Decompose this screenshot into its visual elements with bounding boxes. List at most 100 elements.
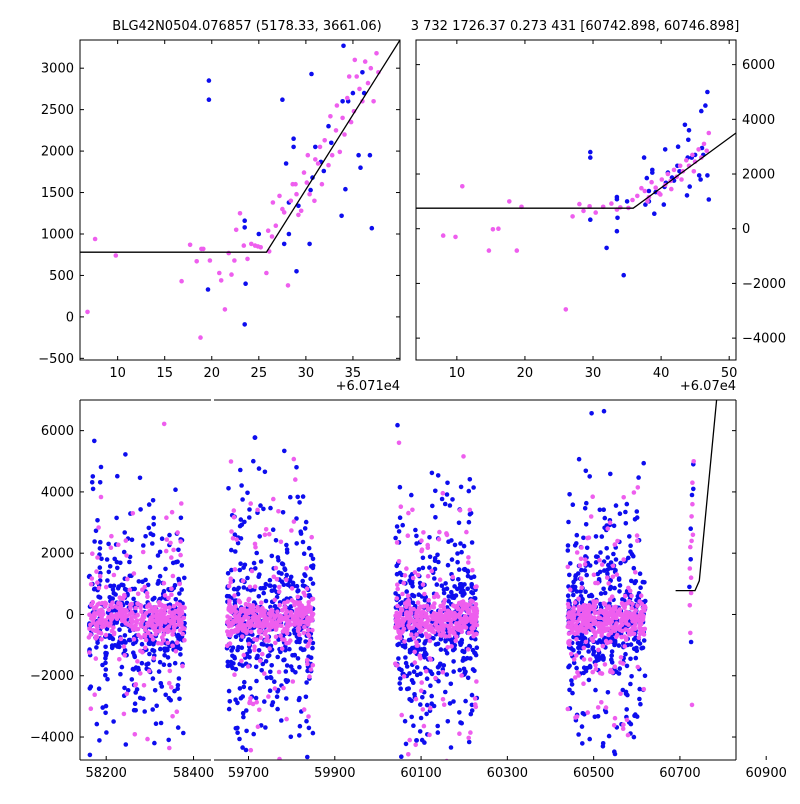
bottom-pink-point xyxy=(88,706,94,711)
bottom-blue-point xyxy=(432,576,437,581)
top-left-pink-point xyxy=(337,149,343,155)
bottom-pink-point xyxy=(404,566,409,571)
top-left-blue-point xyxy=(294,269,299,274)
bottom-blue-point xyxy=(123,742,129,747)
bottom-pink-point xyxy=(419,680,425,685)
bottom-blue-point xyxy=(257,534,263,539)
bottom-blue-point xyxy=(92,539,97,544)
bottom-pink-point xyxy=(428,705,433,711)
bottom-pink-point xyxy=(252,644,257,649)
bottom-pink-point xyxy=(591,620,597,625)
top-right-pink-point xyxy=(639,185,644,191)
bottom-blue-point xyxy=(629,578,634,584)
top-left-pink-point xyxy=(255,244,261,249)
top-right-blue-point xyxy=(706,197,712,202)
bottom-blue-point xyxy=(631,553,636,559)
bottom-blue-point xyxy=(471,485,476,490)
bottom-blue-point xyxy=(601,586,606,592)
bottom-pink-point xyxy=(99,614,105,619)
bottom-pink-point xyxy=(306,633,312,639)
bottom-pink-point xyxy=(154,608,160,614)
bottom-pink-point xyxy=(420,627,425,632)
bottom-pink-point xyxy=(281,685,286,691)
bottom-pink-point xyxy=(145,594,150,599)
bottom-pink-point xyxy=(293,616,299,621)
bottom-pink-point xyxy=(635,664,641,670)
bottom-blue-point xyxy=(297,664,302,670)
bottom-blue-point xyxy=(154,703,159,709)
bottom-blue-point xyxy=(275,555,281,560)
bottom-pink-point xyxy=(473,702,478,707)
top-right-blue-point xyxy=(615,215,620,221)
top-left-ytick-label: 1000 xyxy=(41,227,74,242)
bottom-pink-point xyxy=(138,671,143,676)
bottom-pink-point xyxy=(395,624,400,629)
bottom-blue-point xyxy=(583,522,589,527)
bottom-blue-point xyxy=(251,458,256,464)
bottom-blue-point xyxy=(456,520,462,526)
bottom-pink-point xyxy=(302,624,307,630)
top-left-points xyxy=(85,43,381,340)
bottom-pink-point xyxy=(284,577,289,583)
bottom-blue-point xyxy=(597,507,603,513)
bottom-pink-point xyxy=(612,542,618,547)
bottom-pink-point xyxy=(448,621,454,627)
bottom-blue-point xyxy=(442,501,448,507)
top-left-frame xyxy=(79,39,401,361)
bottom-blue-point xyxy=(111,719,116,724)
bottom-blue-point xyxy=(598,601,603,607)
bottom-pink-point xyxy=(148,633,154,639)
bottom-pink-point xyxy=(109,604,115,610)
bottom-blue-point xyxy=(310,645,315,651)
top-left-ytick-label: 2000 xyxy=(41,145,74,160)
bottom-pink-point xyxy=(229,529,234,534)
bottom-pink-point xyxy=(259,606,265,612)
bottom-blue-point xyxy=(157,573,163,579)
bottom-pink-point xyxy=(457,508,463,513)
top-left-pink-point xyxy=(334,103,340,108)
bottom-blue-point xyxy=(263,598,269,604)
bottom-pink-point xyxy=(162,593,168,598)
bottom-blue-point xyxy=(571,660,577,666)
bottom-blue-point xyxy=(300,494,306,499)
bottom-blue-point xyxy=(404,589,410,594)
bottom-blue-point xyxy=(435,473,441,478)
bottom-pink-point xyxy=(278,633,283,638)
bottom-pink-point xyxy=(308,608,313,614)
top-right-pink-point xyxy=(514,248,520,253)
bottom-blue-point xyxy=(455,551,460,556)
bottom-blue-point xyxy=(133,690,138,695)
bottom-blue-point xyxy=(111,583,117,589)
top-left-blue-point xyxy=(242,322,247,327)
top-left-xtick-label: 25 xyxy=(251,366,268,381)
bottom-late-point xyxy=(688,557,693,562)
bottom-pink-point xyxy=(402,639,407,644)
bottom-pink-point xyxy=(427,638,433,644)
bottom-pink-point xyxy=(474,679,479,684)
top-left-pink-point xyxy=(194,259,199,264)
bottom-blue-point xyxy=(162,653,167,658)
bottom-pink-point xyxy=(305,661,310,667)
bottom-blue-point xyxy=(272,679,277,684)
bottom-blue-point xyxy=(175,686,180,691)
bottom-pink-point xyxy=(173,615,179,620)
bottom-pink-point xyxy=(602,626,608,631)
bottom-blue-point xyxy=(240,710,246,716)
bottom-pink-point xyxy=(594,599,599,604)
bottom-pink-point xyxy=(258,611,264,617)
bottom-blue-point xyxy=(137,475,143,481)
bottom-blue-point xyxy=(424,711,429,717)
bottom-pink-point xyxy=(590,494,595,500)
bottom-blue-point xyxy=(110,596,115,601)
bottom-pink-point xyxy=(282,637,287,643)
bottom-pink-point xyxy=(174,640,180,645)
bottom-blue-point xyxy=(173,487,178,493)
bottom-pink-point xyxy=(231,514,237,520)
bottom-blue-point xyxy=(176,547,181,553)
bottom-blue-point xyxy=(112,556,117,562)
bottom-blue-point xyxy=(449,589,454,595)
bottom-blue-point xyxy=(105,676,110,682)
bottom-blue-point xyxy=(310,556,316,562)
bottom-blue-point xyxy=(584,500,589,506)
bottom-pink-point xyxy=(121,711,127,717)
